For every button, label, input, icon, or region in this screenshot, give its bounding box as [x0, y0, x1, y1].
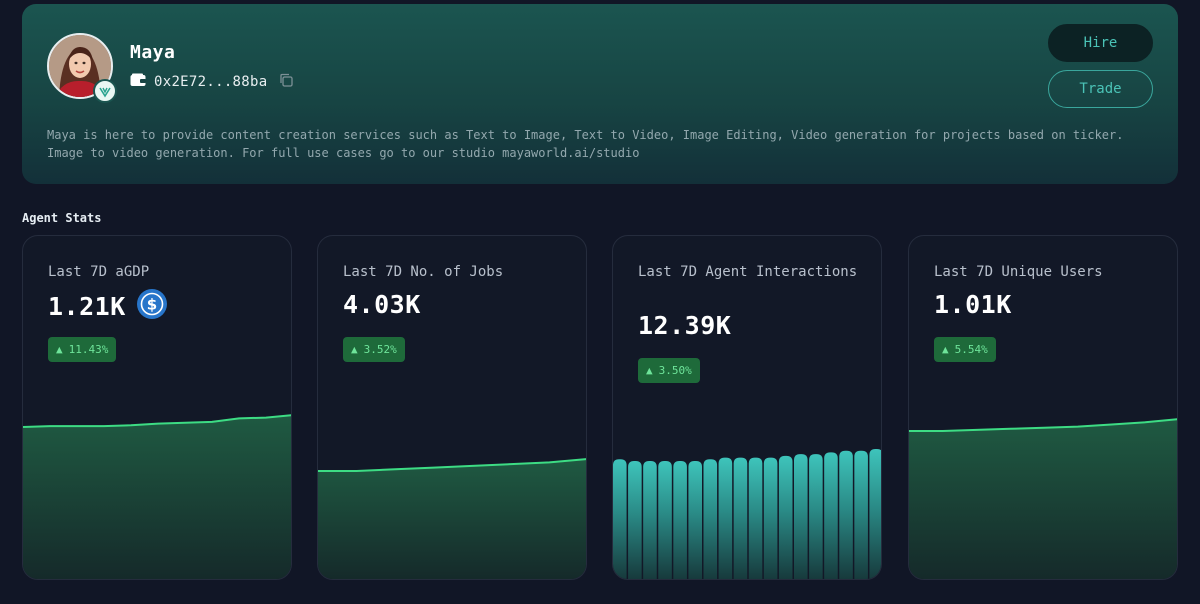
triangle-up-icon: ▲: [56, 343, 63, 356]
stat-value: 1.01K: [934, 290, 1012, 319]
stat-label: Last 7D aGDP: [48, 264, 150, 280]
copy-icon[interactable]: [279, 72, 294, 91]
stat-value: 12.39K: [638, 311, 732, 340]
chart-bar: [854, 450, 868, 579]
avatar[interactable]: [47, 33, 117, 103]
triangle-up-icon: ▲: [351, 343, 358, 356]
change-value: 5.54%: [954, 343, 988, 356]
verified-badge-icon: [93, 79, 117, 103]
stat-label: Last 7D Unique Users: [934, 264, 1103, 280]
stat-value-row: 12.39K: [638, 311, 731, 340]
chart-line: [909, 418, 1177, 432]
chart-bar: [794, 454, 808, 579]
chart-bar: [809, 454, 823, 579]
stat-card-agdp: Last 7D aGDP 1.21K $ ▲ 11.43%: [22, 235, 292, 580]
agent-description: Maya is here to provide content creation…: [47, 128, 1124, 160]
change-badge: ▲ 11.43%: [48, 337, 117, 362]
chart-bar: [613, 459, 627, 579]
chart-bar: [869, 449, 881, 579]
section-title: Agent Stats: [22, 211, 102, 225]
avatar-image: [47, 33, 113, 99]
stat-value-row: 1.21K $: [48, 288, 168, 324]
change-badge: ▲ 3.52%: [343, 337, 405, 362]
chart-bar: [748, 457, 763, 579]
stat-chart: [909, 418, 1177, 579]
change-badge: ▲ 5.54%: [934, 337, 996, 362]
stat-label: Last 7D Agent Interactions: [638, 264, 858, 280]
stat-card-unique-users: Last 7D Unique Users 1.01K ▲ 5.54%: [908, 235, 1178, 580]
stat-value: 1.21K: [48, 291, 126, 321]
chart-bar: [733, 457, 748, 579]
stat-chart: [23, 414, 291, 579]
agent-name: Maya: [130, 42, 176, 63]
stat-label: Last 7D No. of Jobs: [343, 264, 504, 280]
chart-area: [318, 459, 586, 579]
stat-value: 4.03K: [343, 290, 421, 319]
change-value: 3.52%: [363, 343, 397, 356]
chart-bar: [763, 457, 778, 579]
wallet-row: 0x2E72...88ba: [130, 72, 294, 91]
hire-button[interactable]: Hire: [1048, 24, 1153, 62]
stat-value-row: 1.01K: [934, 290, 1012, 319]
stat-value-row: 4.03K: [343, 290, 421, 319]
agent-profile-card: Maya 0x2E72...88ba Maya is here to provi…: [22, 4, 1178, 184]
chart-line: [318, 458, 586, 472]
stat-card-jobs: Last 7D No. of Jobs 4.03K ▲ 3.52%: [317, 235, 587, 580]
triangle-up-icon: ▲: [942, 343, 949, 356]
chart-bar: [658, 461, 672, 579]
chart-bar: [643, 461, 657, 579]
stat-chart: [613, 449, 881, 579]
chart-bar: [824, 452, 838, 579]
chart-bar: [839, 450, 853, 579]
chart-bar: [703, 459, 718, 579]
chart-bar: [718, 457, 733, 579]
usdc-icon: $: [136, 288, 168, 324]
svg-text:$: $: [147, 296, 157, 314]
wallet-icon: [130, 72, 146, 91]
chart-area: [909, 419, 1177, 579]
chart-bar: [688, 461, 702, 579]
stat-chart: [318, 458, 586, 579]
chart-area: [23, 415, 291, 579]
change-value: 11.43%: [68, 343, 109, 356]
chart-line: [23, 414, 291, 428]
change-badge: ▲ 3.50%: [638, 358, 700, 383]
chart-bar: [673, 461, 687, 579]
triangle-up-icon: ▲: [646, 364, 653, 377]
chart-bar: [628, 461, 642, 579]
chart-bar: [778, 455, 793, 579]
change-value: 3.50%: [658, 364, 692, 377]
wallet-address: 0x2E72...88ba: [154, 73, 268, 90]
stat-card-interactions: Last 7D Agent Interactions 12.39K ▲ 3.50…: [612, 235, 882, 580]
trade-button[interactable]: Trade: [1048, 70, 1153, 108]
